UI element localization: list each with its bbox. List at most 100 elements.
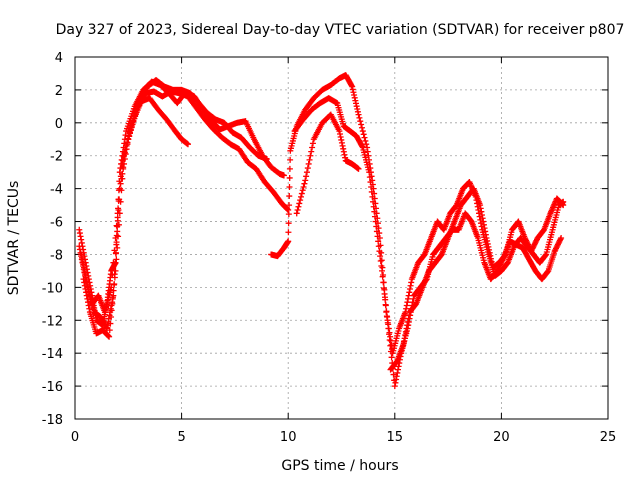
x-tick-label: 15 [387, 430, 404, 445]
data-point [363, 141, 370, 148]
data-point [294, 207, 301, 214]
data-point [362, 137, 369, 144]
data-point [560, 202, 567, 209]
data-point [380, 285, 387, 292]
data-point [309, 144, 316, 151]
y-tick-label: -16 [42, 380, 63, 395]
data-point [286, 202, 293, 209]
series-track-7 [293, 111, 362, 217]
data-point [106, 333, 113, 340]
data-point [114, 210, 121, 217]
data-point [309, 140, 316, 147]
data-point [286, 193, 293, 200]
data-point [386, 331, 393, 338]
data-point [114, 228, 121, 235]
data-point [387, 348, 394, 355]
x-tick-label: 25 [600, 430, 617, 445]
data-point [358, 121, 365, 128]
data-point [359, 128, 366, 135]
data-point [263, 156, 270, 163]
data-point [286, 165, 293, 172]
data-point [280, 172, 287, 179]
data-point [111, 281, 118, 288]
data-point [307, 152, 314, 159]
y-axis-label: SDTVAR / TECUs [6, 181, 22, 296]
tick-layer: 0 5 10 15 20 25 -18 -16 -14 -12 -10 -8 -6 -4 -2 0 2 4 [42, 51, 617, 445]
x-tick-label: 5 [177, 430, 185, 445]
data-point [118, 160, 125, 167]
data-point [382, 296, 389, 303]
data-point [287, 156, 294, 163]
series-track-5 [268, 72, 567, 357]
data-point [124, 139, 131, 146]
data-point [120, 153, 127, 160]
data-point [115, 197, 122, 204]
x-tick-label: 0 [71, 430, 79, 445]
data-point [379, 267, 386, 274]
data-point [304, 165, 311, 172]
series-track-2 [78, 88, 292, 332]
data-point [106, 327, 113, 334]
data-point [112, 267, 119, 274]
data-point [302, 177, 309, 184]
data-point [286, 183, 293, 190]
data-point [297, 197, 304, 204]
y-tick-label: -10 [42, 281, 63, 296]
data-point [381, 290, 388, 297]
data-point [299, 187, 306, 194]
y-tick-label: 0 [55, 117, 63, 132]
data-point [298, 190, 305, 197]
data-point [308, 148, 315, 155]
data-point [108, 307, 115, 314]
data-point [113, 222, 120, 229]
series-track-4 [76, 77, 270, 316]
data-point [303, 169, 310, 176]
y-tick-label: -6 [50, 216, 63, 231]
data-point [121, 150, 128, 157]
data-point [301, 180, 308, 187]
data-layer [76, 72, 567, 390]
series-track-3 [80, 95, 191, 340]
data-point [110, 259, 117, 266]
data-point [114, 217, 121, 224]
data-point [126, 128, 133, 135]
data-point [388, 354, 395, 361]
x-axis-label: GPS time / hours [281, 458, 398, 474]
y-tick-label: 4 [55, 51, 63, 66]
data-point [124, 135, 131, 142]
data-point [116, 185, 123, 192]
data-point [285, 238, 292, 245]
x-tick-label: 20 [493, 430, 510, 445]
data-point [384, 313, 391, 320]
data-point [111, 247, 118, 254]
data-point [356, 114, 363, 121]
data-point [107, 320, 114, 327]
data-point [305, 160, 312, 167]
data-point [119, 157, 126, 164]
data-point [285, 220, 292, 227]
data-point [113, 256, 120, 263]
chart-title: Day 327 of 2023, Sidereal Day-to-day VTE… [56, 22, 625, 38]
data-point [378, 257, 385, 264]
data-point [184, 141, 191, 148]
data-point [384, 319, 391, 326]
data-point [108, 313, 115, 320]
data-point [123, 142, 130, 149]
data-point [125, 131, 132, 138]
data-point [297, 193, 304, 200]
data-point [387, 342, 394, 349]
data-point [109, 272, 116, 279]
series-track-8 [387, 185, 567, 373]
data-point [117, 180, 124, 187]
data-point [380, 279, 387, 286]
data-point [306, 156, 313, 163]
data-point [120, 164, 127, 171]
data-point [357, 118, 364, 125]
plot-frame [74, 56, 609, 420]
data-point [113, 239, 120, 246]
data-point [382, 302, 389, 309]
y-tick-label: -18 [42, 413, 63, 428]
data-point [361, 134, 368, 141]
data-point [109, 300, 116, 307]
y-tick-label: -12 [42, 314, 63, 329]
